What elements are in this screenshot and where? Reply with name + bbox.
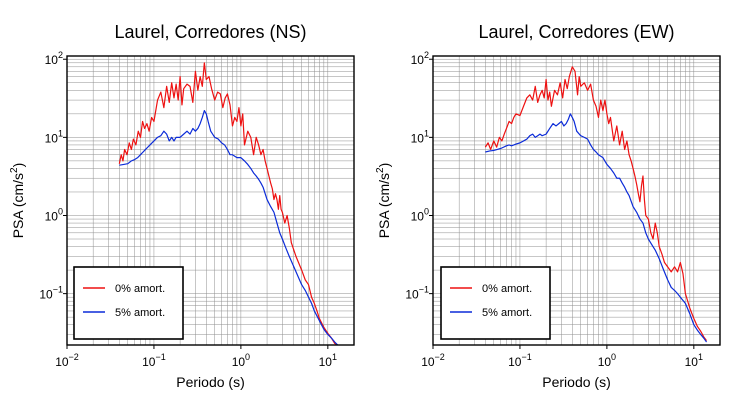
y-tick-exponent: −1 (53, 285, 63, 295)
y-tick-label: 100 (45, 206, 63, 223)
y-tick-exponent: 1 (58, 128, 63, 138)
y-axis-label-superscript: 2 (375, 167, 386, 173)
series-line-undamped (484, 66, 708, 342)
y-tick-label: 102 (45, 50, 63, 67)
x-axis-label: Periodo (s) (176, 374, 244, 390)
x-tick-label: 100 (598, 352, 616, 369)
chart-title: Laurel, Corredores (EW) (478, 22, 674, 42)
y-tick-label: 101 (45, 128, 63, 145)
y-tick-exponent: 0 (58, 206, 63, 216)
x-tick-base: 10 (685, 355, 699, 369)
y-tick-exponent: −1 (419, 285, 429, 295)
y-tick-label: 102 (411, 50, 429, 67)
x-tick-label: 10−2 (421, 352, 445, 369)
y-tick-base: 10 (39, 288, 53, 302)
legend-label: 0% amort. (115, 283, 165, 295)
legend-box (440, 266, 551, 340)
y-tick-base: 10 (405, 288, 419, 302)
x-tick-label: 100 (232, 352, 250, 369)
y-axis-label-main: PSA (cm/s (376, 173, 392, 238)
y-tick-base: 10 (411, 53, 425, 67)
x-tick-label: 101 (319, 352, 337, 369)
y-tick-exponent: 0 (424, 206, 429, 216)
x-tick-base: 10 (421, 355, 435, 369)
x-tick-base: 10 (55, 355, 69, 369)
y-axis-label-main: PSA (cm/s (10, 173, 26, 238)
series-line-undamped (118, 62, 338, 346)
x-tick-label: 10−1 (508, 352, 532, 369)
x-tick-base: 10 (508, 355, 522, 369)
y-axis-label: PSA (cm/s2) (9, 163, 26, 239)
x-axis-label: Periodo (s) (542, 374, 610, 390)
x-tick-base: 10 (598, 355, 612, 369)
grid (66, 56, 355, 345)
x-tick-exponent: −2 (69, 352, 79, 362)
y-tick-label: 10−1 (39, 285, 63, 302)
legend-label: 5% amort. (115, 307, 165, 319)
x-tick-label: 101 (685, 352, 703, 369)
y-tick-label: 100 (411, 206, 429, 223)
plot-frame (432, 55, 721, 346)
x-tick-exponent: −1 (155, 352, 165, 362)
x-tick-base: 10 (232, 355, 246, 369)
x-tick-label: 10−2 (55, 352, 79, 369)
y-tick-label: 10−1 (405, 285, 429, 302)
x-tick-base: 10 (319, 355, 333, 369)
y-tick-base: 10 (411, 131, 425, 145)
x-tick-exponent: 1 (698, 352, 703, 362)
legend: 0% amort. 5% amort. (73, 266, 184, 340)
x-tick-exponent: 0 (245, 352, 250, 362)
y-tick-base: 10 (45, 53, 59, 67)
legend-label: 0% amort. (482, 283, 532, 295)
series-line-damped (485, 113, 708, 343)
x-tick-exponent: −1 (521, 352, 531, 362)
legend: 0% amort. 5% amort. (440, 266, 551, 340)
series-line-damped (119, 110, 339, 346)
legend-label: 5% amort. (482, 307, 532, 319)
chart-title: Laurel, Corredores (NS) (114, 22, 306, 42)
y-axis-label-superscript: 2 (9, 167, 20, 173)
y-tick-base: 10 (45, 131, 59, 145)
y-axis-label-close: ) (376, 163, 392, 168)
plot-frame (66, 55, 355, 346)
y-tick-base: 10 (411, 209, 425, 223)
y-tick-base: 10 (45, 209, 59, 223)
x-tick-base: 10 (142, 355, 156, 369)
y-axis-label-close: ) (10, 163, 26, 168)
y-tick-label: 101 (411, 128, 429, 145)
y-axis-label: PSA (cm/s2) (375, 163, 392, 239)
x-tick-exponent: 1 (332, 352, 337, 362)
y-tick-exponent: 1 (424, 128, 429, 138)
x-tick-label: 10−1 (142, 352, 166, 369)
legend-box (73, 266, 184, 340)
x-tick-exponent: −2 (435, 352, 445, 362)
x-tick-exponent: 0 (611, 352, 616, 362)
y-tick-exponent: 2 (58, 50, 63, 60)
y-tick-exponent: 2 (424, 50, 429, 60)
